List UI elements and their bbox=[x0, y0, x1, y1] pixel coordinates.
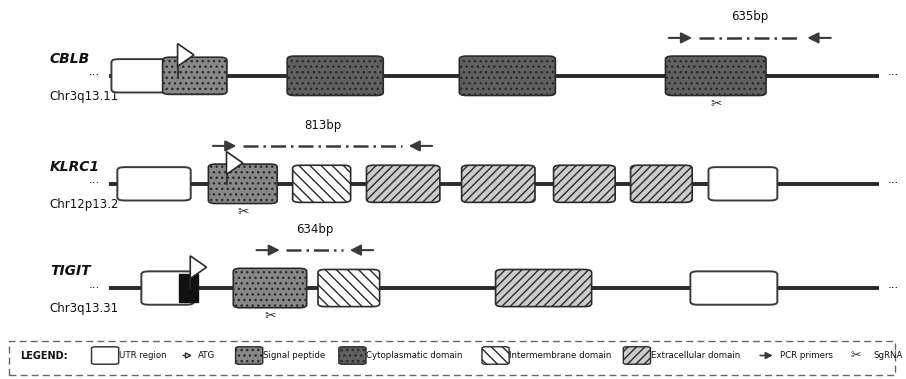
Text: ···: ··· bbox=[89, 282, 100, 294]
FancyBboxPatch shape bbox=[236, 347, 263, 364]
FancyBboxPatch shape bbox=[233, 268, 306, 308]
Polygon shape bbox=[178, 44, 194, 66]
FancyBboxPatch shape bbox=[459, 56, 555, 96]
Text: ···: ··· bbox=[89, 69, 100, 82]
Text: Chr12p13.2: Chr12p13.2 bbox=[50, 198, 120, 211]
FancyBboxPatch shape bbox=[111, 59, 169, 92]
Text: ✂: ✂ bbox=[851, 349, 862, 362]
Text: ···: ··· bbox=[888, 177, 899, 190]
Text: CBLB: CBLB bbox=[50, 52, 90, 66]
Text: TIGIT: TIGIT bbox=[50, 264, 91, 278]
FancyBboxPatch shape bbox=[141, 271, 194, 305]
FancyBboxPatch shape bbox=[118, 167, 191, 200]
Bar bbox=[179, 274, 198, 302]
FancyBboxPatch shape bbox=[9, 341, 895, 375]
Text: Signal peptide: Signal peptide bbox=[263, 351, 325, 360]
Text: Chr3q13.11: Chr3q13.11 bbox=[50, 90, 119, 103]
FancyBboxPatch shape bbox=[318, 269, 380, 307]
Text: ···: ··· bbox=[888, 282, 899, 294]
FancyBboxPatch shape bbox=[623, 347, 651, 364]
Text: PCR primers: PCR primers bbox=[780, 351, 833, 360]
FancyBboxPatch shape bbox=[366, 165, 440, 202]
FancyBboxPatch shape bbox=[496, 269, 592, 307]
Text: ···: ··· bbox=[89, 177, 100, 190]
FancyBboxPatch shape bbox=[554, 165, 615, 202]
FancyBboxPatch shape bbox=[708, 167, 777, 200]
FancyBboxPatch shape bbox=[293, 165, 351, 202]
Text: ···: ··· bbox=[888, 69, 899, 82]
Text: ✂: ✂ bbox=[265, 310, 275, 323]
FancyBboxPatch shape bbox=[690, 271, 777, 305]
Polygon shape bbox=[190, 256, 207, 279]
Text: Chr3q13.31: Chr3q13.31 bbox=[50, 302, 119, 315]
Text: SgRNA: SgRNA bbox=[873, 351, 902, 360]
Text: 634bp: 634bp bbox=[296, 223, 334, 236]
Polygon shape bbox=[226, 152, 243, 174]
Text: ✂: ✂ bbox=[710, 97, 721, 111]
Text: Extracellular domain: Extracellular domain bbox=[651, 351, 740, 360]
Text: ✂: ✂ bbox=[237, 205, 248, 219]
Text: KLRC1: KLRC1 bbox=[50, 160, 100, 174]
FancyBboxPatch shape bbox=[339, 347, 366, 364]
Text: UTR region: UTR region bbox=[119, 351, 167, 360]
FancyBboxPatch shape bbox=[208, 164, 277, 204]
FancyBboxPatch shape bbox=[631, 165, 692, 202]
FancyBboxPatch shape bbox=[287, 56, 383, 96]
Text: 635bp: 635bp bbox=[731, 11, 769, 23]
FancyBboxPatch shape bbox=[92, 347, 119, 364]
FancyBboxPatch shape bbox=[462, 165, 535, 202]
Text: Cytoplasmatic domain: Cytoplasmatic domain bbox=[366, 351, 463, 360]
Text: Intermembrane domain: Intermembrane domain bbox=[509, 351, 612, 360]
FancyBboxPatch shape bbox=[162, 57, 226, 94]
FancyBboxPatch shape bbox=[482, 347, 509, 364]
Text: 813bp: 813bp bbox=[304, 119, 342, 132]
Text: LEGEND:: LEGEND: bbox=[20, 351, 68, 360]
Text: ATG: ATG bbox=[198, 351, 216, 360]
FancyBboxPatch shape bbox=[665, 56, 766, 96]
